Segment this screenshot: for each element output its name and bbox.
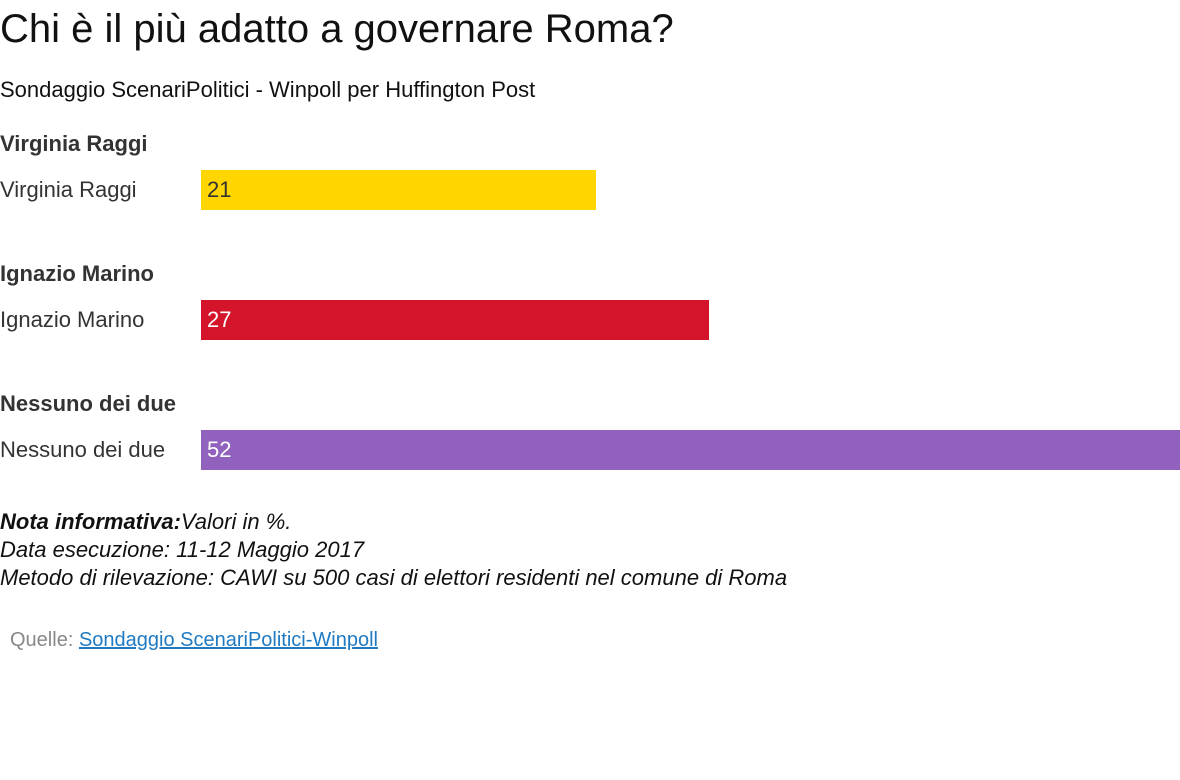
chart-subtitle: Sondaggio ScenariPolitici - Winpoll per … (0, 77, 536, 102)
bar-value-label: 27 (207, 307, 232, 332)
notes-label: Nota informativa: (0, 509, 181, 534)
chart-title: Chi è il più adatto a governare Roma? (0, 7, 674, 51)
bar-track: 21 (201, 170, 1180, 210)
bar-label: Nessuno dei due (0, 437, 166, 462)
bar-label: Ignazio Marino (0, 307, 145, 332)
bar-value-label: 52 (207, 437, 232, 462)
bar-group-nessuno: Nessuno dei due Nessuno dei due 52 (0, 390, 1180, 500)
source: Quelle: Sondaggio ScenariPolitici-Winpol… (10, 627, 378, 653)
notes-text: Valori in %. (180, 509, 292, 534)
bar-value-label: 21 (207, 177, 232, 202)
source-label: Quelle: (10, 629, 79, 651)
notes-date-line: Data esecuzione: 11-12 Maggio 2017 (0, 537, 365, 562)
group-title: Virginia Raggi (0, 131, 148, 156)
bar-nessuno: 52 (201, 430, 1180, 470)
bar-marino: 27 (201, 300, 709, 340)
notes: Nota informativa:Valori in %. Data esecu… (0, 508, 787, 592)
bar-label: Virginia Raggi (0, 177, 137, 202)
notes-method-line: Metodo di rilevazione: CAWI su 500 casi … (0, 565, 788, 590)
group-title: Nessuno dei due (0, 391, 177, 416)
bar-raggi: 21 (201, 170, 596, 210)
notes-first-line: Nota informativa:Valori in %. (0, 508, 787, 536)
bar-track: 27 (201, 300, 1180, 340)
bar-group-marino: Ignazio Marino Ignazio Marino 27 (0, 260, 1180, 370)
source-link[interactable]: Sondaggio ScenariPolitici-Winpoll (78, 629, 378, 651)
bar-group-raggi: Virginia Raggi Virginia Raggi 21 (0, 130, 1180, 240)
group-title: Ignazio Marino (0, 261, 154, 286)
bar-track: 52 (201, 430, 1180, 470)
